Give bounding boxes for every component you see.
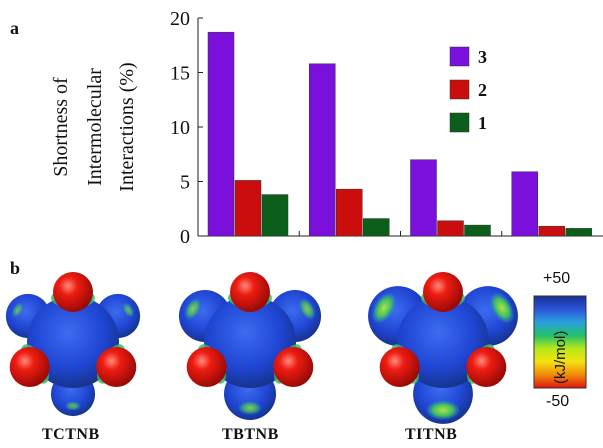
esp-surface-tbtnb — [178, 272, 322, 420]
esp-surface-titnb — [368, 272, 518, 424]
colorbar-top-label: +50 — [543, 270, 571, 287]
legend-swatch-3 — [449, 46, 470, 67]
bar-1-TITNB — [464, 224, 491, 237]
sigma-hole — [238, 401, 262, 415]
molecule-label-tbtnb: TBTNB — [222, 426, 279, 443]
legend-label-3: 3 — [478, 47, 487, 67]
y-tick-label: 15 — [170, 63, 190, 85]
y-tick-label: 20 — [170, 8, 190, 30]
colorbar-unit-label: (kJ/mol) — [552, 330, 569, 384]
colorbar-bottom-label: -50 — [546, 393, 570, 410]
bar-3-TITNB — [410, 159, 437, 237]
nitro-sphere — [230, 272, 270, 312]
y-tick-label: 5 — [180, 172, 190, 194]
nitro-sphere — [379, 347, 420, 387]
panel-label-b: b — [10, 258, 21, 278]
molecule-label-tctnb: TCTNB — [42, 426, 100, 443]
ring-body — [27, 296, 119, 388]
nitro-sphere — [273, 347, 314, 387]
y-tick-label: 0 — [180, 226, 190, 248]
legend-label-1: 1 — [478, 113, 487, 133]
colorbar — [533, 295, 587, 389]
bar-1-TBTNB — [363, 218, 390, 237]
bar-2-TBTNB — [336, 188, 363, 237]
sigma-hole — [65, 401, 81, 411]
legend-swatch-1 — [449, 112, 470, 133]
bar-2-TITNB — [437, 220, 464, 237]
esp-surface-tctnb — [5, 272, 141, 417]
sigma-hole — [12, 302, 24, 318]
panel-label-a: a — [10, 18, 19, 38]
nitro-sphere — [466, 347, 507, 387]
ring-body — [204, 296, 296, 388]
bar-2-TCTNB — [234, 180, 262, 237]
bar-3-TCTNB — [207, 31, 235, 237]
sigma-hole — [184, 298, 202, 320]
y-axis-title-line: Interactions (%) — [116, 62, 138, 191]
nitro-sphere — [53, 272, 93, 312]
sigma-hole — [426, 400, 460, 420]
bar-1-group4 — [565, 228, 592, 237]
ring-body — [397, 296, 489, 388]
sigma-hole — [122, 302, 134, 318]
legend-swatch-2 — [449, 79, 470, 100]
bar-3-group4 — [511, 171, 538, 237]
sigma-hole — [490, 292, 514, 324]
y-tick-label: 10 — [170, 117, 190, 139]
molecule-label-titnb: TITNB — [405, 426, 458, 443]
nitro-sphere — [96, 347, 137, 387]
bar-1-TCTNB — [261, 194, 289, 237]
bar-2-group4 — [538, 225, 565, 237]
sigma-hole — [298, 298, 316, 320]
sigma-hole — [372, 292, 396, 324]
legend-label-2: 2 — [478, 80, 487, 100]
y-axis-title-line: Shortness of — [50, 77, 72, 177]
nitro-sphere — [186, 347, 227, 387]
bar-3-TBTNB — [309, 63, 336, 237]
nitro-sphere — [423, 272, 463, 312]
nitro-sphere — [9, 347, 50, 387]
y-axis-title-line: Intermolecular — [84, 68, 106, 186]
